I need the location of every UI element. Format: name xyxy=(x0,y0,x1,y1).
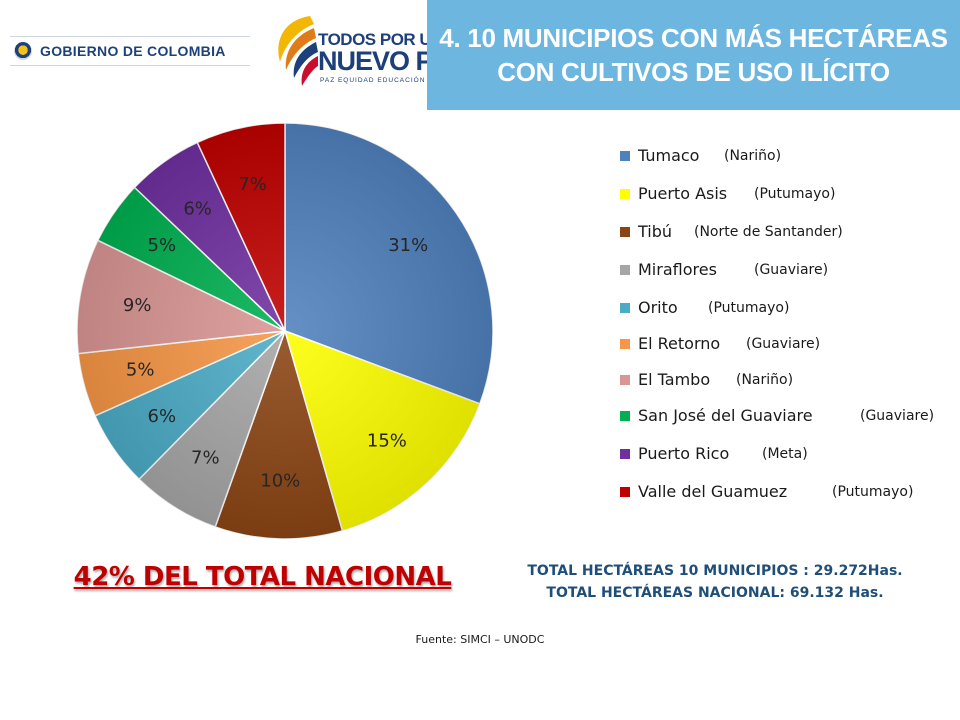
legend-municipality: Puerto Rico xyxy=(638,444,730,463)
brand-line-1: TODOS POR UN xyxy=(318,30,443,49)
legend-swatch xyxy=(620,375,630,385)
coat-of-arms-icon xyxy=(14,42,32,60)
totals-summary: TOTAL HECTÁREAS 10 MUNICIPIOS : 29.272Ha… xyxy=(495,560,935,604)
legend-department: (Putumayo) xyxy=(832,484,914,500)
slice-percent-label: 15% xyxy=(367,431,407,452)
legend-department: (Norte de Santander) xyxy=(694,224,843,240)
legend-municipality: Miraflores xyxy=(638,260,717,279)
slice-percent-label: 5% xyxy=(126,360,155,381)
legend-municipality: Tibú xyxy=(638,222,673,241)
brand-tagline: PAZ EQUIDAD EDUCACIÓN xyxy=(320,77,426,84)
title-line-1: 4. 10 MUNICIPIOS CON MÁS HECTÁREAS xyxy=(439,23,948,53)
slice-percent-label: 5% xyxy=(148,235,177,256)
total-municipalities: TOTAL HECTÁREAS 10 MUNICIPIOS : 29.272Ha… xyxy=(527,563,903,579)
legend-swatch xyxy=(620,227,630,237)
slice-percent-label: 7% xyxy=(191,448,220,469)
legend-swatch xyxy=(620,189,630,199)
slice-percent-label: 6% xyxy=(148,406,177,427)
legend-swatch xyxy=(620,339,630,349)
legend-department: (Meta) xyxy=(762,446,808,462)
legend-swatch xyxy=(620,265,630,275)
legend-swatch xyxy=(620,411,630,421)
legend-department: (Guaviare) xyxy=(746,336,821,352)
legend-department: (Putumayo) xyxy=(754,186,836,202)
legend-municipality: Tumaco xyxy=(638,146,700,165)
total-national: TOTAL HECTÁREAS NACIONAL: 69.132 Has. xyxy=(546,585,884,601)
header-divider xyxy=(10,65,250,66)
legend-department: (Guaviare) xyxy=(754,262,829,278)
legend-municipality: El Tambo xyxy=(638,370,711,389)
header-divider xyxy=(10,36,250,37)
title-banner: 4. 10 MUNICIPIOS CON MÁS HECTÁREAS CON C… xyxy=(427,0,960,110)
title-line-2: CON CULTIVOS DE USO ILÍCITO xyxy=(497,57,890,87)
legend-department: (Nariño) xyxy=(736,372,794,388)
source-note: Fuente: SIMCI – UNODC xyxy=(415,633,545,646)
government-label: GOBIERNO DE COLOMBIA xyxy=(40,43,226,59)
legend-municipality: Valle del Guamuez xyxy=(638,482,788,501)
slice-percent-label: 9% xyxy=(123,295,152,316)
legend-department: (Guaviare) xyxy=(860,408,935,424)
legend-municipality: Puerto Asis xyxy=(638,184,728,203)
legend-municipality: San José del Guaviare xyxy=(638,406,813,425)
legend-swatch xyxy=(620,487,630,497)
slice-percent-label: 31% xyxy=(388,235,428,256)
legend-swatch xyxy=(620,449,630,459)
slice-percent-label: 6% xyxy=(183,199,212,220)
legend-department: (Putumayo) xyxy=(708,300,790,316)
legend-swatch xyxy=(620,151,630,161)
legend-municipality: Orito xyxy=(638,298,678,317)
legend-swatch xyxy=(620,303,630,313)
pie-chart: 31% 15% 10% 7% 6% 5% 9% 5% 6% 7% xyxy=(76,122,494,540)
brand-logo-icon xyxy=(278,16,318,86)
legend-municipality: El Retorno xyxy=(638,334,721,353)
slice-percent-label: 10% xyxy=(260,470,300,491)
slice-percent-label: 7% xyxy=(238,174,267,195)
legend-department: (Nariño) xyxy=(724,148,782,164)
national-share-callout: 42% DEL TOTAL NACIONAL xyxy=(73,562,452,592)
